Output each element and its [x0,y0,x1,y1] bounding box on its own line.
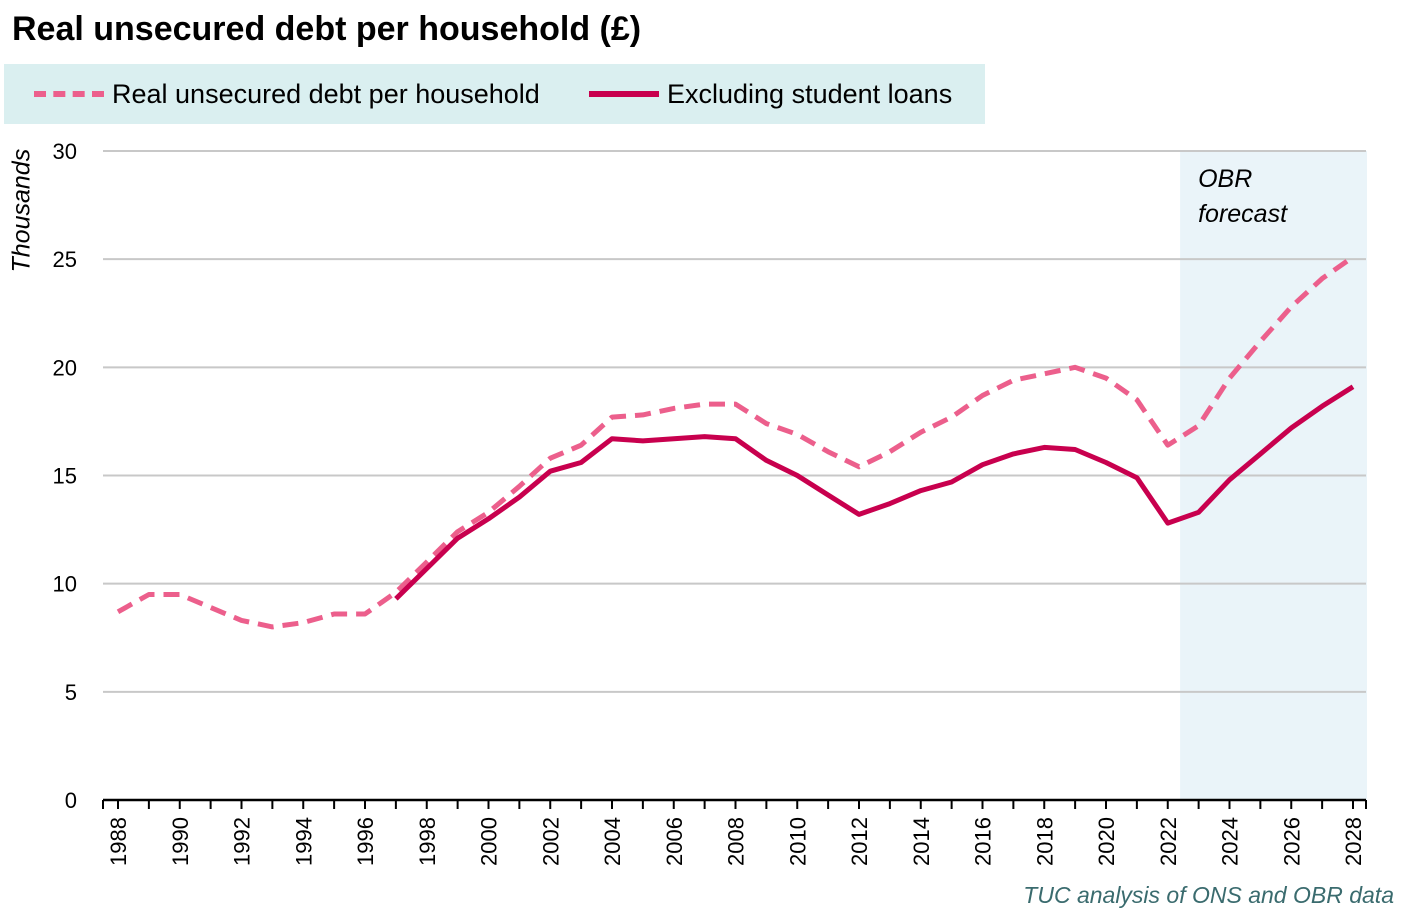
x-tick-label-2002: 2002 [538,817,563,866]
y-tick-label-25: 25 [53,247,77,272]
x-tick-label-2024: 2024 [1218,817,1243,866]
y-tick-label-15: 15 [53,464,77,489]
x-tick-label-2012: 2012 [847,817,872,866]
legend-item-total: Real unsecured debt per household [34,64,540,124]
legend-label-total: Real unsecured debt per household [112,78,540,109]
x-tick-label-2028: 2028 [1341,817,1366,866]
y-tick-label-20: 20 [53,355,77,380]
x-tick-label-2000: 2000 [477,817,502,866]
legend-swatch-solid [589,91,659,97]
chart-title: Real unsecured debt per household (£) [12,10,642,48]
series-line-excluding-student-loans [394,384,1355,601]
x-tick-label-2016: 2016 [971,817,996,866]
series-line-total [116,254,1355,630]
y-tick-label-5: 5 [65,680,77,705]
x-tick-label-2010: 2010 [785,817,810,866]
y-tick-label-10: 10 [53,572,77,597]
x-tick-label-1988: 1988 [106,817,131,866]
x-tick-label-2006: 2006 [662,817,687,866]
x-tick-label-2020: 2020 [1094,817,1119,866]
x-tick-label-1998: 1998 [415,817,440,866]
x-tick-label-1996: 1996 [353,817,378,866]
x-tick-label-2004: 2004 [600,817,625,866]
x-tick-label-2018: 2018 [1032,817,1057,866]
source-note: TUC analysis of ONS and OBR data [1023,882,1394,908]
legend-item-excluding: Excluding student loans [589,64,952,124]
x-tick-label-1992: 1992 [230,817,255,866]
x-tick-label-1994: 1994 [291,817,316,866]
x-tick-label-2022: 2022 [1156,817,1181,866]
forecast-label-line1: OBR [1198,165,1252,193]
y-tick-label-30: 30 [53,139,77,164]
legend-label-excluding: Excluding student loans [667,78,953,109]
x-tick-label-2026: 2026 [1279,817,1304,866]
legend-swatch-dashed [34,91,104,97]
forecast-label-line2: forecast [1198,200,1288,228]
x-tick-label-2008: 2008 [724,817,749,866]
x-tick-label-1990: 1990 [168,817,193,866]
legend: Real unsecured debt per household Exclud… [4,64,985,124]
y-tick-label-0: 0 [65,788,77,813]
x-tick-label-2014: 2014 [909,817,934,866]
